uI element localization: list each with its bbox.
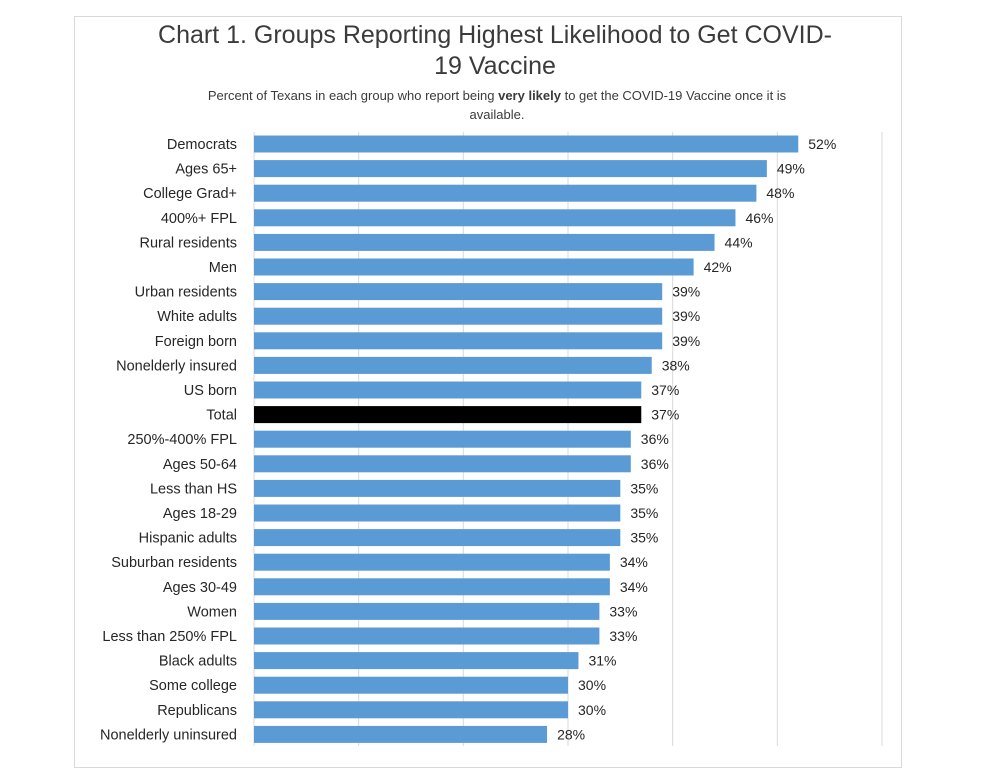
subtitle-text-end: to get the COVID-19 Vaccine once it is a…: [469, 88, 787, 122]
category-label: Ages 18-29: [163, 506, 237, 522]
category-label: Foreign born: [155, 334, 237, 350]
value-label: 52%: [808, 136, 836, 152]
category-label: US born: [184, 383, 237, 399]
value-label: 36%: [641, 456, 669, 472]
value-label: 34%: [620, 579, 648, 595]
category-label: Less than HS: [150, 481, 237, 497]
subtitle-emphasis: very likely: [498, 88, 561, 103]
category-label: Ages 65+: [175, 162, 237, 178]
bar: [254, 332, 663, 350]
value-label: 35%: [630, 480, 658, 496]
bars: [254, 135, 799, 743]
value-labels: 52%49%48%46%44%42%39%39%39%38%37%37%36%3…: [557, 136, 836, 742]
value-label: 46%: [745, 210, 773, 226]
value-label: 39%: [672, 308, 700, 324]
bar: [254, 553, 610, 571]
value-label: 35%: [630, 505, 658, 521]
category-label: Republicans: [157, 703, 237, 719]
bar: [254, 676, 568, 694]
value-label: 36%: [641, 431, 669, 447]
subtitle-text-start: Percent of Texans in each group who repo…: [207, 88, 499, 103]
category-label: Men: [209, 260, 237, 276]
bar: [254, 135, 799, 153]
bar: [254, 725, 548, 743]
value-label: 35%: [630, 530, 658, 546]
bar: [254, 283, 663, 301]
bar: [254, 602, 600, 620]
category-label: Nonelderly uninsured: [100, 727, 237, 743]
category-label: Ages 50-64: [163, 457, 237, 473]
bar: [254, 652, 579, 670]
category-label: Women: [187, 604, 237, 620]
bar: [254, 307, 663, 325]
bar: [254, 529, 621, 547]
category-label: Black adults: [159, 654, 237, 670]
chart-subtitle: Percent of Texans in each group who repo…: [180, 86, 814, 124]
value-label: 38%: [662, 357, 690, 373]
value-label: 42%: [704, 259, 732, 275]
bar: [254, 209, 736, 227]
value-label: 48%: [766, 185, 794, 201]
value-label: 30%: [578, 702, 606, 718]
value-label: 37%: [651, 382, 679, 398]
category-label: 250%-400% FPL: [127, 432, 237, 448]
category-label: Urban residents: [135, 285, 237, 301]
category-label: Democrats: [167, 137, 237, 153]
bar: [254, 356, 652, 374]
bar: [254, 627, 600, 645]
bar: [254, 160, 767, 178]
category-label: 400%+ FPL: [161, 211, 237, 227]
bar: [254, 184, 757, 202]
value-label: 49%: [777, 161, 805, 177]
category-label: Suburban residents: [111, 555, 237, 571]
category-labels: Democrats Ages 65+ College Grad+ 400%+ FPL R…: [100, 137, 237, 743]
category-label: Less than 250% FPL: [102, 629, 237, 645]
value-label: 39%: [672, 284, 700, 300]
bar: [254, 455, 631, 473]
value-label: 44%: [725, 234, 753, 250]
bar: [254, 430, 631, 448]
value-label: 39%: [672, 333, 700, 349]
category-label: Nonelderly insured: [116, 358, 237, 374]
bar: [254, 233, 715, 251]
category-label: Total: [206, 408, 237, 424]
value-label: 34%: [620, 554, 648, 570]
category-label: College Grad+: [143, 186, 237, 202]
bar: [254, 701, 568, 719]
value-label: 33%: [609, 603, 637, 619]
bar: [254, 479, 621, 497]
bar: [254, 578, 610, 596]
bar: [254, 381, 642, 399]
chart-frame: [74, 16, 902, 768]
chart-title: Chart 1. Groups Reporting Highest Likeli…: [158, 21, 832, 80]
category-label: Ages 30-49: [163, 580, 237, 596]
category-label: Rural residents: [139, 235, 237, 251]
bar-total: [254, 406, 642, 424]
value-label: 28%: [557, 726, 585, 742]
category-label: White adults: [157, 309, 237, 325]
category-label: Some college: [149, 678, 237, 694]
value-label: 31%: [588, 653, 616, 669]
bar: [254, 504, 621, 522]
value-label: 30%: [578, 677, 606, 693]
bar: [254, 258, 694, 276]
value-label: 33%: [609, 628, 637, 644]
category-label: Hispanic adults: [139, 531, 237, 547]
value-label: 37%: [651, 407, 679, 423]
